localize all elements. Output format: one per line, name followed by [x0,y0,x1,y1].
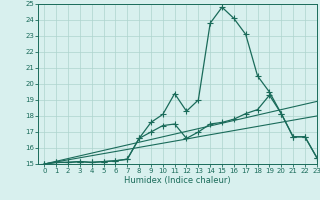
X-axis label: Humidex (Indice chaleur): Humidex (Indice chaleur) [124,176,231,185]
